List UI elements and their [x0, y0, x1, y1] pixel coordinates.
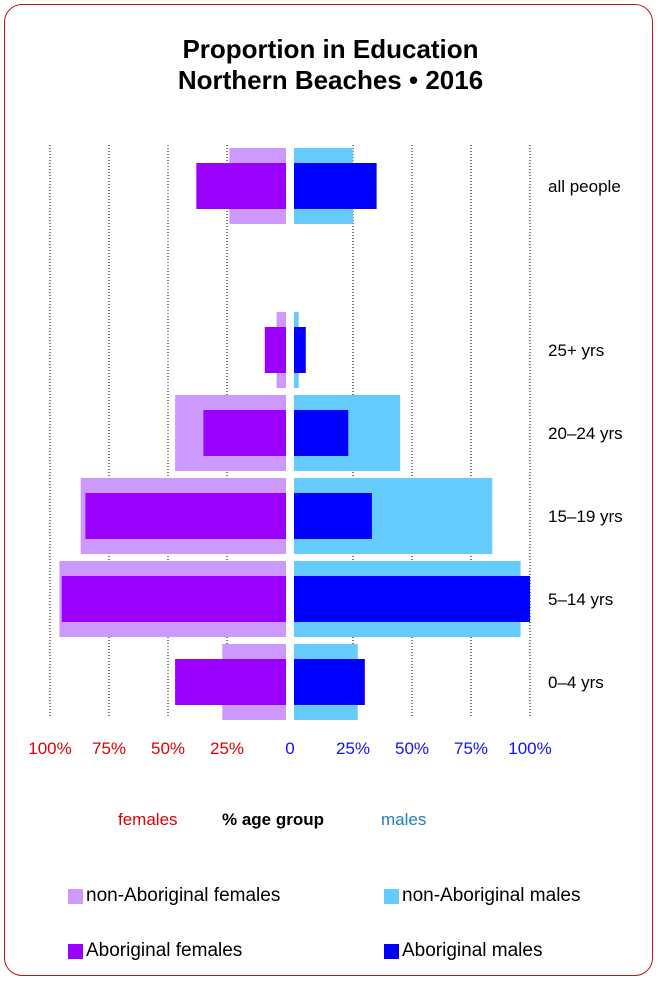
bar-aboriginal-male	[294, 163, 377, 209]
x-tick-label: 75%	[92, 739, 126, 758]
x-tick-label: 25%	[210, 739, 244, 758]
legend-label: non-Aboriginal males	[402, 885, 581, 906]
legend-item-nonaboriginal-females: non-Aboriginal females	[68, 885, 280, 907]
legend-item-nonaboriginal-males: non-Aboriginal males	[384, 885, 581, 907]
legend-swatch	[68, 888, 83, 904]
males-axis-label: males	[381, 810, 427, 829]
x-tick-label: 25%	[336, 739, 370, 758]
category-label: 5–14 yrs	[548, 590, 613, 609]
category-label: 0–4 yrs	[548, 673, 604, 692]
age-group-axis-label: % age group	[222, 810, 325, 829]
bar-aboriginal-female	[264, 327, 286, 373]
legend-item-aboriginal-males: Aboriginal males	[384, 940, 542, 962]
females-axis-label: females	[118, 810, 178, 829]
bar-aboriginal-female	[61, 576, 286, 622]
category-label: 15–19 yrs	[548, 507, 623, 526]
category-label: all people	[548, 177, 621, 196]
bar-aboriginal-male	[294, 493, 372, 539]
x-tick-label: 75%	[454, 739, 488, 758]
bar-aboriginal-male	[294, 327, 306, 373]
legend-swatch	[384, 943, 399, 959]
x-tick-label: 100%	[28, 739, 71, 758]
legend-label: Aboriginal females	[86, 940, 243, 961]
chart-title: Proportion in Education Northern Beaches…	[0, 34, 661, 96]
chart-frame	[4, 4, 653, 976]
legend-label: non-Aboriginal females	[86, 885, 281, 906]
legend-swatch	[68, 943, 83, 959]
chart-title-line2: Northern Beaches • 2016	[177, 65, 484, 95]
bar-aboriginal-male	[294, 410, 349, 456]
bar-aboriginal-male	[294, 576, 530, 622]
x-tick-label: 100%	[508, 739, 551, 758]
category-label: 25+ yrs	[548, 341, 604, 360]
legend-item-aboriginal-females: Aboriginal females	[68, 940, 242, 962]
bar-aboriginal-female	[85, 493, 287, 539]
bar-aboriginal-female	[196, 163, 286, 209]
x-tick-label: 50%	[151, 739, 185, 758]
bar-aboriginal-female	[175, 659, 286, 705]
bar-aboriginal-female	[203, 410, 286, 456]
x-tick-label: 50%	[395, 739, 429, 758]
chart-title-line1: Proportion in Education	[182, 34, 479, 64]
category-label: 20–24 yrs	[548, 424, 623, 443]
legend-swatch	[384, 888, 399, 904]
bar-aboriginal-male	[294, 659, 365, 705]
x-tick-label: 0	[285, 739, 294, 758]
legend-label: Aboriginal males	[402, 940, 543, 961]
